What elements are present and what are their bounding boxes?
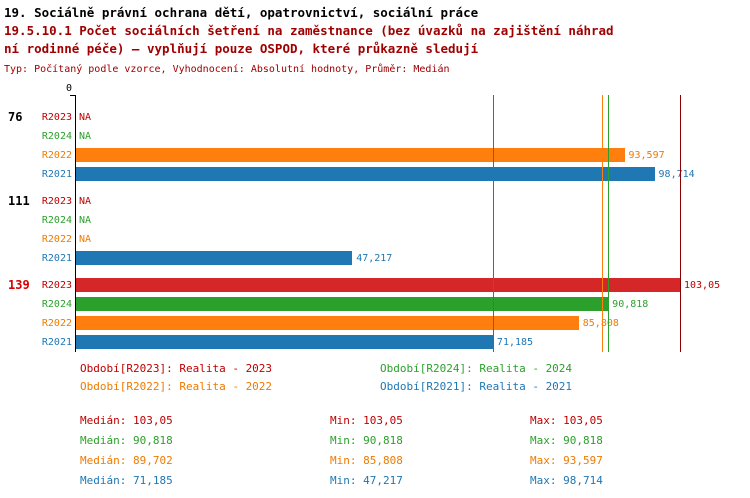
row-series-label: R2021 xyxy=(41,169,72,180)
report-section-title: 19. Sociálně právní ochrana dětí, opatro… xyxy=(4,5,479,20)
indicator-title-line2: ní rodinné péče) – vyplňují pouze OSPOD,… xyxy=(4,41,479,56)
bar-r2021 xyxy=(75,251,353,265)
bar-value-label: 90,818 xyxy=(612,299,649,310)
bar-value-label: 93,597 xyxy=(628,150,665,161)
na-value-label: NA xyxy=(79,234,92,245)
horizontal-bar-chart: 0 76 R2023 NA R2024 NA R2022 93,597 R2021 98,714… xyxy=(0,83,750,352)
median-line-r2023 xyxy=(680,95,681,352)
max-value: Max: 93,597 xyxy=(530,454,603,467)
axis-tick xyxy=(70,95,75,96)
bar-value-label: 47,217 xyxy=(356,253,393,264)
row-series-label: R2024 xyxy=(41,215,72,226)
row-series-label: R2024 xyxy=(41,131,72,142)
median-line-r2022 xyxy=(601,95,603,352)
bar-value-label: 71,185 xyxy=(496,337,534,348)
min-value: Min: 85,808 xyxy=(330,454,403,467)
na-value-label: NA xyxy=(79,112,92,123)
bar-r2021 xyxy=(75,167,655,181)
bar-value-label: 98,714 xyxy=(658,169,695,180)
bar-r2023 xyxy=(75,278,680,292)
legend-item-r2021: Období[R2021]: Realita - 2021 xyxy=(380,380,573,393)
bar-r2022 xyxy=(75,316,579,330)
max-value: Max: 98,714 xyxy=(530,474,603,487)
bar-value-label: 85,808 xyxy=(583,318,619,329)
median-value: Medián: 89,702 xyxy=(80,454,173,467)
max-value: Max: 103,05 xyxy=(530,414,603,427)
max-value: Max: 90,818 xyxy=(530,434,603,447)
row-series-label: R2022 xyxy=(41,150,72,161)
legend-item-r2024: Období[R2024]: Realita - 2024 xyxy=(380,362,573,375)
y-axis-line xyxy=(75,95,76,352)
group-label-76: 76 xyxy=(8,110,23,124)
row-series-label: R2022 xyxy=(41,318,72,329)
stats-row-r2024: Medián: 90,818 Min: 90,818 Max: 90,818 xyxy=(0,434,750,448)
min-value: Min: 90,818 xyxy=(330,434,403,447)
median-value: Medián: 90,818 xyxy=(80,434,173,447)
na-value-label: NA xyxy=(79,215,92,226)
median-line-r2021 xyxy=(492,95,494,352)
group-label-111: 111 xyxy=(8,194,30,208)
median-value: Medián: 71,185 xyxy=(80,474,173,487)
row-series-label: R2021 xyxy=(41,337,72,348)
row-series-label: R2024 xyxy=(41,299,72,310)
median-value: Medián: 103,05 xyxy=(80,414,173,427)
axis-zero-label: 0 xyxy=(65,83,72,94)
median-line-r2024 xyxy=(608,95,610,352)
bar-r2021 xyxy=(75,335,493,349)
row-series-label: R2021 xyxy=(41,253,72,264)
row-series-label: R2023 xyxy=(41,280,72,291)
bar-r2022 xyxy=(75,148,625,162)
min-value: Min: 47,217 xyxy=(330,474,403,487)
stats-row-r2022: Medián: 89,702 Min: 85,808 Max: 93,597 xyxy=(0,454,750,468)
min-value: Min: 103,05 xyxy=(330,414,403,427)
group-label-139: 139 xyxy=(8,278,30,292)
row-series-label: R2023 xyxy=(41,196,72,207)
legend-item-r2022: Období[R2022]: Realita - 2022 xyxy=(80,380,273,393)
na-value-label: NA xyxy=(79,131,92,142)
na-value-label: NA xyxy=(79,196,92,207)
legend-item-r2023: Období[R2023]: Realita - 2023 xyxy=(80,362,273,375)
chart-meta-line: Typ: Počítaný podle vzorce, Vyhodnocení:… xyxy=(4,64,450,75)
row-series-label: R2022 xyxy=(41,234,72,245)
row-series-label: R2023 xyxy=(41,112,72,123)
indicator-title-line1: 19.5.10.1 Počet sociálních šetření na za… xyxy=(4,23,614,38)
bar-r2024 xyxy=(75,297,609,311)
stats-row-r2023: Medián: 103,05 Min: 103,05 Max: 103,05 xyxy=(0,414,750,428)
bar-value-label: 103,05 xyxy=(684,280,721,291)
stats-row-r2021: Medián: 71,185 Min: 47,217 Max: 98,714 xyxy=(0,474,750,488)
